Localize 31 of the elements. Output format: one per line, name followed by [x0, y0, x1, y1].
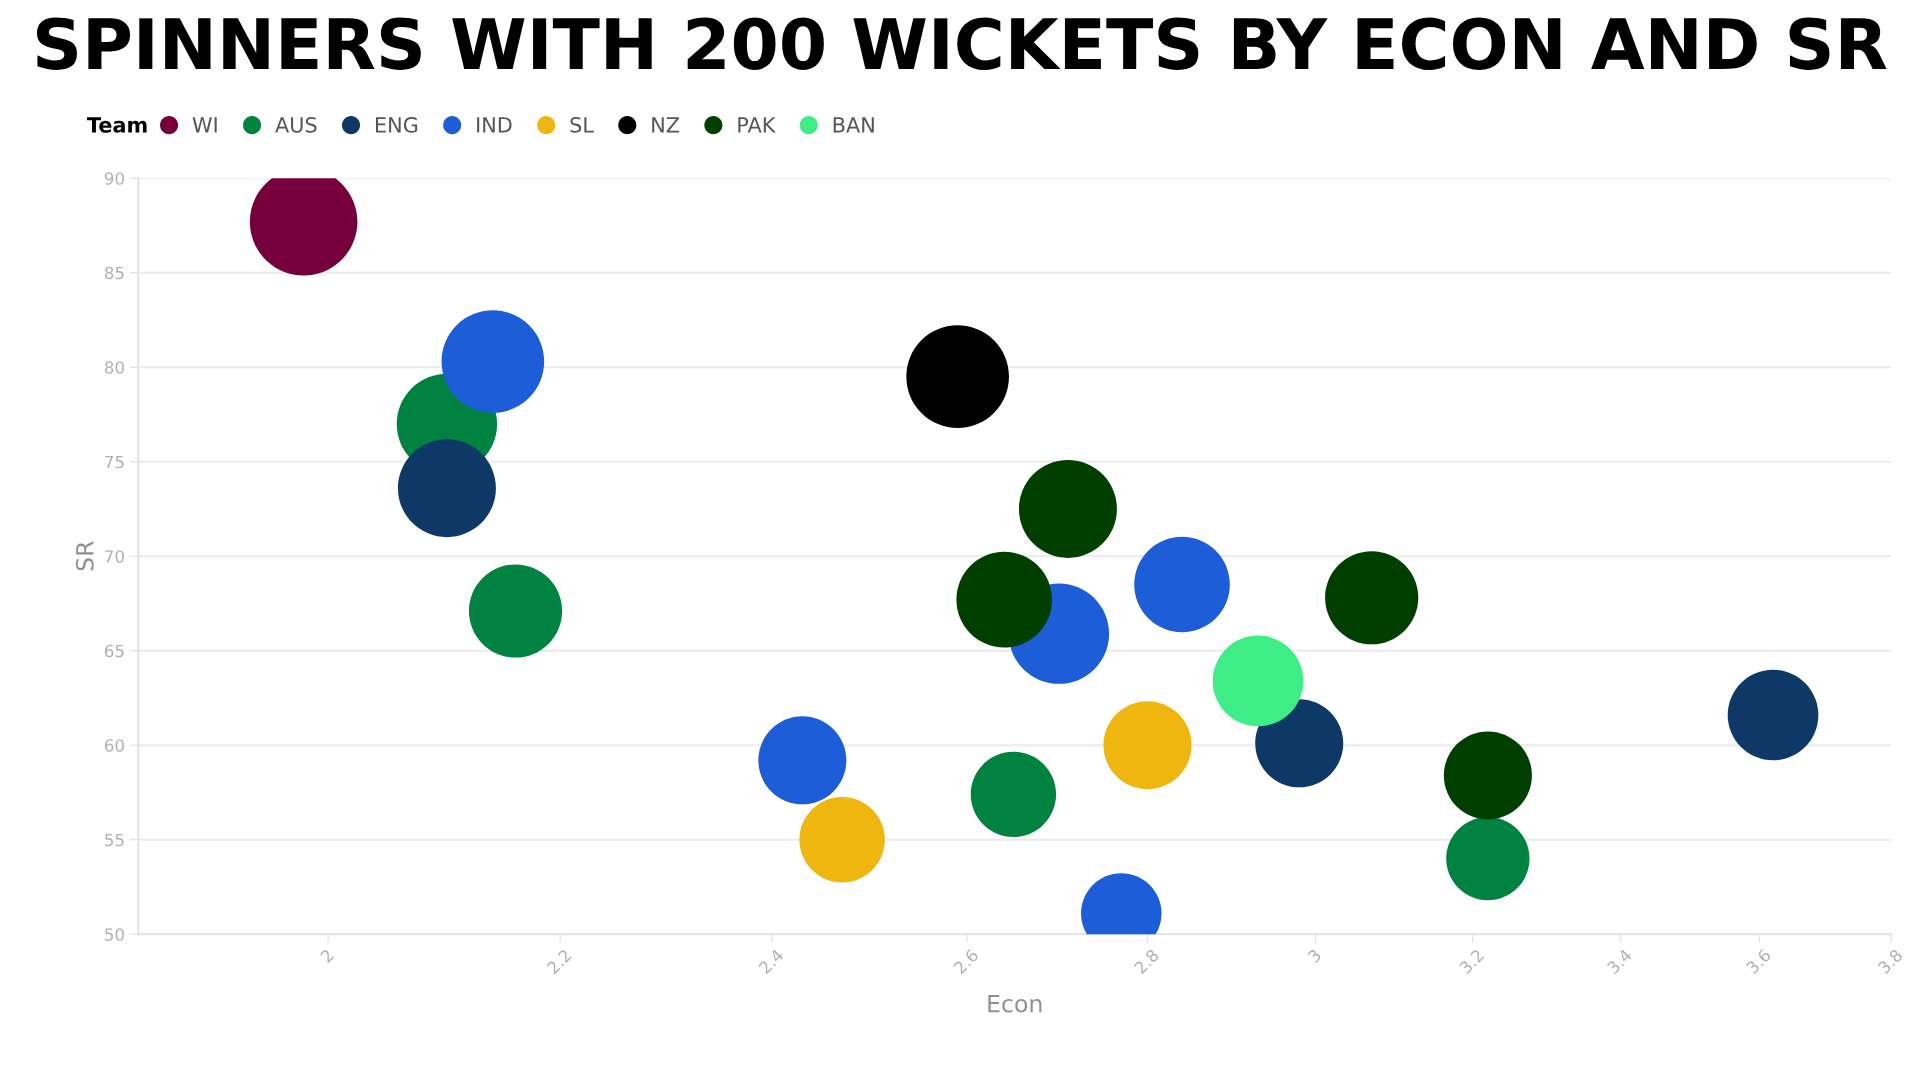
- legend-label: IND: [477, 117, 512, 133]
- x-tick-label: 3: [1307, 948, 1322, 964]
- legend-label: WI: [192, 117, 217, 133]
- y-tick-label: 80: [104, 361, 124, 374]
- legend-title: Team: [86, 117, 147, 133]
- y-tick-label: 90: [104, 172, 124, 185]
- legend-label: NZ: [652, 117, 680, 133]
- chart-title: SPINNERS WITH 200 WICKETS BY ECON AND SR: [36, 17, 1887, 70]
- y-tick-label: 85: [104, 266, 124, 280]
- x-tick-label: 2.8: [1133, 948, 1160, 975]
- y-axis-title: SR: [75, 541, 94, 571]
- y-tick-label: 50: [105, 928, 124, 941]
- x-tick-label: 2.2: [546, 948, 572, 975]
- legend-label: PAK: [738, 117, 776, 133]
- y-tick-label: 55: [105, 833, 124, 847]
- legend-label: ENG: [375, 116, 418, 133]
- y-tick-label: 65: [105, 644, 124, 658]
- x-tick-label: 3.2: [1458, 948, 1485, 975]
- legend-label: SL: [570, 116, 594, 133]
- x-tick-label: 3.6: [1745, 948, 1772, 975]
- x-tick-label: 2: [319, 948, 334, 963]
- y-tick-label: 60: [105, 739, 124, 752]
- legend-label: BAN: [833, 117, 874, 133]
- x-tick-label: 3.8: [1877, 948, 1904, 975]
- x-tick-label: 2.6: [953, 948, 980, 975]
- y-tick-label: 70: [105, 550, 124, 563]
- y-tick-label: 75: [105, 455, 124, 469]
- legend-label: AUS: [275, 116, 317, 133]
- x-axis-title: Econ: [988, 994, 1042, 1013]
- x-tick-label: 3.4: [1606, 948, 1633, 975]
- x-tick-label: 2.4: [758, 948, 785, 975]
